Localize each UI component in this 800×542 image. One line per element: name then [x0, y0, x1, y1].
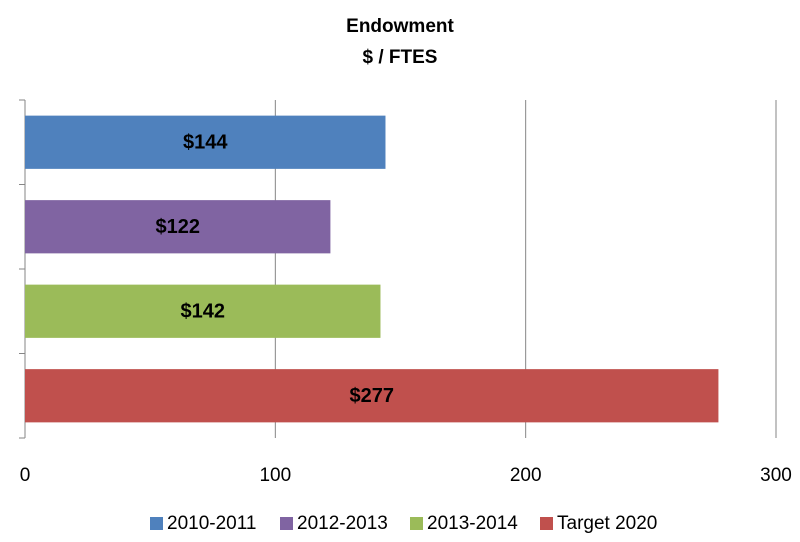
bar — [25, 284, 381, 338]
x-tick-label: 200 — [510, 465, 542, 486]
legend-swatch — [540, 517, 553, 530]
value-label: $144 — [183, 132, 228, 154]
x-tick-label: 300 — [760, 465, 792, 486]
value-label: $277 — [349, 385, 394, 407]
legend-swatch — [280, 517, 293, 530]
legend-swatch — [150, 517, 163, 530]
chart-title: Endowment — [346, 16, 454, 37]
legend-label: Target 2020 — [557, 513, 657, 534]
value-label: $122 — [155, 216, 200, 238]
x-tick-label: 0 — [20, 465, 31, 486]
bar — [25, 200, 331, 254]
legend-label: 2010-2011 — [167, 513, 256, 534]
legend-swatch — [410, 517, 423, 530]
value-label: $142 — [180, 301, 225, 323]
bar — [25, 369, 719, 423]
bar — [25, 115, 386, 169]
chart-subtitle: $ / FTES — [363, 47, 438, 68]
x-tick-label: 100 — [259, 465, 291, 486]
legend-label: 2013-2014 — [427, 513, 518, 534]
legend-label: 2012-2013 — [297, 513, 388, 534]
